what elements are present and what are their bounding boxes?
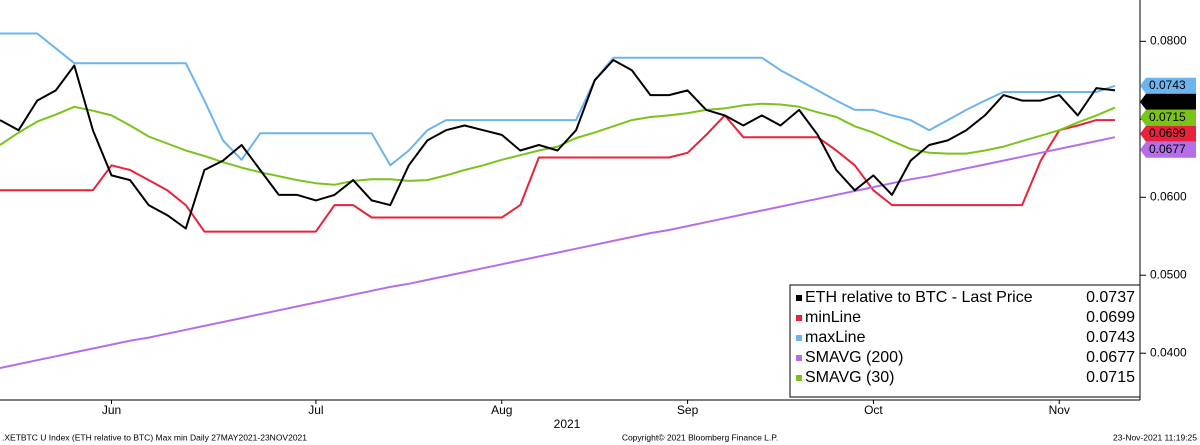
last-value-tag: 0.0677 bbox=[1140, 141, 1196, 158]
legend-value: 0.0743 bbox=[1086, 329, 1135, 346]
x-tick-label: Oct bbox=[864, 403, 883, 417]
legend-value: 0.0677 bbox=[1086, 349, 1135, 366]
series-line bbox=[0, 102, 1116, 186]
legend-swatch bbox=[796, 315, 802, 321]
y-tick-label: 0.0400 bbox=[1150, 345, 1187, 359]
series-line bbox=[0, 114, 1115, 233]
last-value-tag: 0.0699 bbox=[1140, 125, 1196, 142]
legend-swatch bbox=[796, 375, 802, 381]
legend-swatch bbox=[796, 295, 802, 301]
x-tick-label: Jul bbox=[308, 403, 323, 417]
tag-box bbox=[1140, 109, 1196, 126]
legend-value: 0.0737 bbox=[1086, 289, 1135, 306]
legend-label: minLine bbox=[805, 309, 861, 326]
y-tick-label: 0.0500 bbox=[1150, 267, 1187, 281]
tag-value: 0.0699 bbox=[1149, 126, 1186, 140]
tag-value: 0.0737 bbox=[1149, 94, 1186, 108]
legend-label: SMAVG (30) bbox=[805, 369, 895, 386]
legend-label: maxLine bbox=[805, 329, 866, 346]
last-value-tag: 0.0743 bbox=[1140, 77, 1196, 94]
series-line bbox=[0, 59, 1116, 230]
x-axis-label: 2021 bbox=[554, 417, 581, 431]
tag-box bbox=[1140, 125, 1196, 142]
tag-value: 0.0677 bbox=[1149, 142, 1186, 156]
x-tick-label: Aug bbox=[491, 403, 512, 417]
legend-box bbox=[789, 284, 1141, 398]
tag-value: 0.0715 bbox=[1149, 110, 1186, 124]
legend: ETH relative to BTC - Last Price 0.0737 mi… bbox=[789, 284, 1141, 398]
tag-box bbox=[1140, 77, 1196, 94]
legend-value: 0.0715 bbox=[1086, 369, 1135, 386]
tag-value: 0.0743 bbox=[1149, 78, 1186, 92]
footer-copyright: Copyright© 2021 Bloomberg Finance L.P. bbox=[622, 432, 778, 442]
x-tick-label: Jun bbox=[102, 403, 121, 417]
legend-swatch bbox=[796, 335, 802, 341]
series-line bbox=[0, 32, 1116, 167]
y-tick-label: 0.0600 bbox=[1150, 189, 1187, 203]
footer-timestamp: 23-Nov-2021 11:19:25 bbox=[1113, 432, 1197, 442]
last-value-tag: 0.0715 bbox=[1140, 109, 1196, 126]
legend-label: SMAVG (200) bbox=[805, 349, 903, 366]
legend-value: 0.0699 bbox=[1086, 309, 1135, 326]
last-value-tag: 0.0737 bbox=[1140, 93, 1196, 110]
x-tick-label: Nov bbox=[1049, 403, 1070, 417]
series-line bbox=[0, 136, 1116, 369]
y-tick-label: 0.0800 bbox=[1150, 33, 1187, 47]
legend-swatch bbox=[796, 355, 802, 361]
tag-box bbox=[1140, 93, 1196, 110]
footer-source: .XETBTC U Index (ETH relative to BTC) Ma… bbox=[2, 432, 307, 442]
legend-label: ETH relative to BTC - Last Price bbox=[805, 289, 1033, 306]
tag-box bbox=[1140, 141, 1196, 158]
x-tick-label: Sep bbox=[677, 403, 699, 417]
